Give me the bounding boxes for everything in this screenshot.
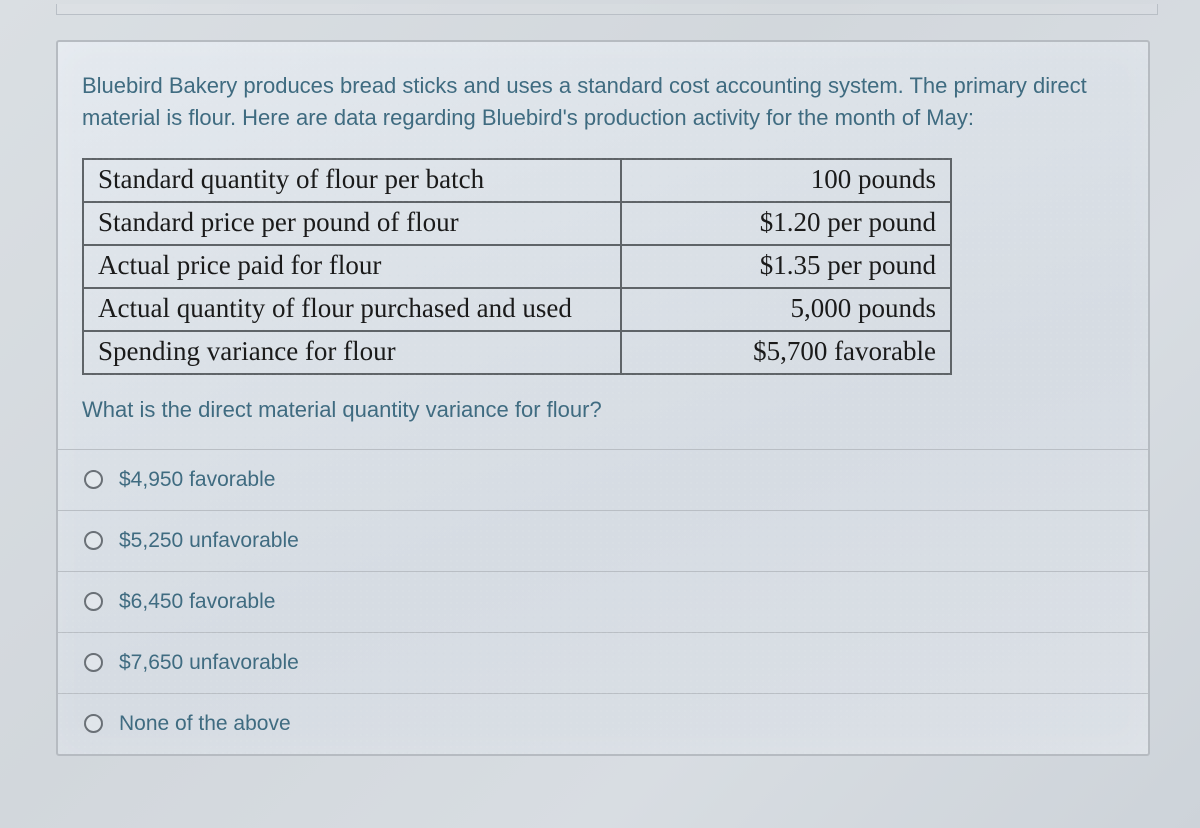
table-cell-label: Actual quantity of flour purchased and u… <box>83 288 621 331</box>
option-label: None of the above <box>119 712 291 736</box>
table-cell-label: Standard price per pound of flour <box>83 202 621 245</box>
table-cell-value: $1.35 per pound <box>621 245 951 288</box>
question-card: Bluebird Bakery produces bread sticks an… <box>56 40 1150 756</box>
option-row-4[interactable]: $7,650 unfavorable <box>58 633 1148 694</box>
table-row: Actual quantity of flour purchased and u… <box>83 288 951 331</box>
table-cell-value: 5,000 pounds <box>621 288 951 331</box>
question-intro-text: Bluebird Bakery produces bread sticks an… <box>82 70 1124 134</box>
option-label: $7,650 unfavorable <box>119 651 299 675</box>
option-label: $5,250 unfavorable <box>119 529 299 553</box>
option-row-1[interactable]: $4,950 favorable <box>58 450 1148 511</box>
table-cell-label: Actual price paid for flour <box>83 245 621 288</box>
table-row: Standard price per pound of flour $1.20 … <box>83 202 951 245</box>
radio-icon <box>84 592 103 611</box>
table-cell-label: Standard quantity of flour per batch <box>83 159 621 202</box>
radio-icon <box>84 714 103 733</box>
option-label: $6,450 favorable <box>119 590 275 614</box>
table-cell-value: $1.20 per pound <box>621 202 951 245</box>
option-row-2[interactable]: $5,250 unfavorable <box>58 511 1148 572</box>
data-table: Standard quantity of flour per batch 100… <box>82 158 952 375</box>
option-label: $4,950 favorable <box>119 468 275 492</box>
table-cell-value: $5,700 favorable <box>621 331 951 374</box>
top-frame-decoration <box>56 4 1158 15</box>
radio-icon <box>84 531 103 550</box>
options-list: $4,950 favorable $5,250 unfavorable $6,4… <box>58 449 1148 754</box>
option-row-5[interactable]: None of the above <box>58 694 1148 754</box>
table-row: Standard quantity of flour per batch 100… <box>83 159 951 202</box>
table-row: Spending variance for flour $5,700 favor… <box>83 331 951 374</box>
table-row: Actual price paid for flour $1.35 per po… <box>83 245 951 288</box>
option-row-3[interactable]: $6,450 favorable <box>58 572 1148 633</box>
radio-icon <box>84 653 103 672</box>
radio-icon <box>84 470 103 489</box>
table-cell-label: Spending variance for flour <box>83 331 621 374</box>
page-root: Bluebird Bakery produces bread sticks an… <box>0 0 1200 828</box>
sub-question-text: What is the direct material quantity var… <box>82 397 1124 423</box>
table-cell-value: 100 pounds <box>621 159 951 202</box>
